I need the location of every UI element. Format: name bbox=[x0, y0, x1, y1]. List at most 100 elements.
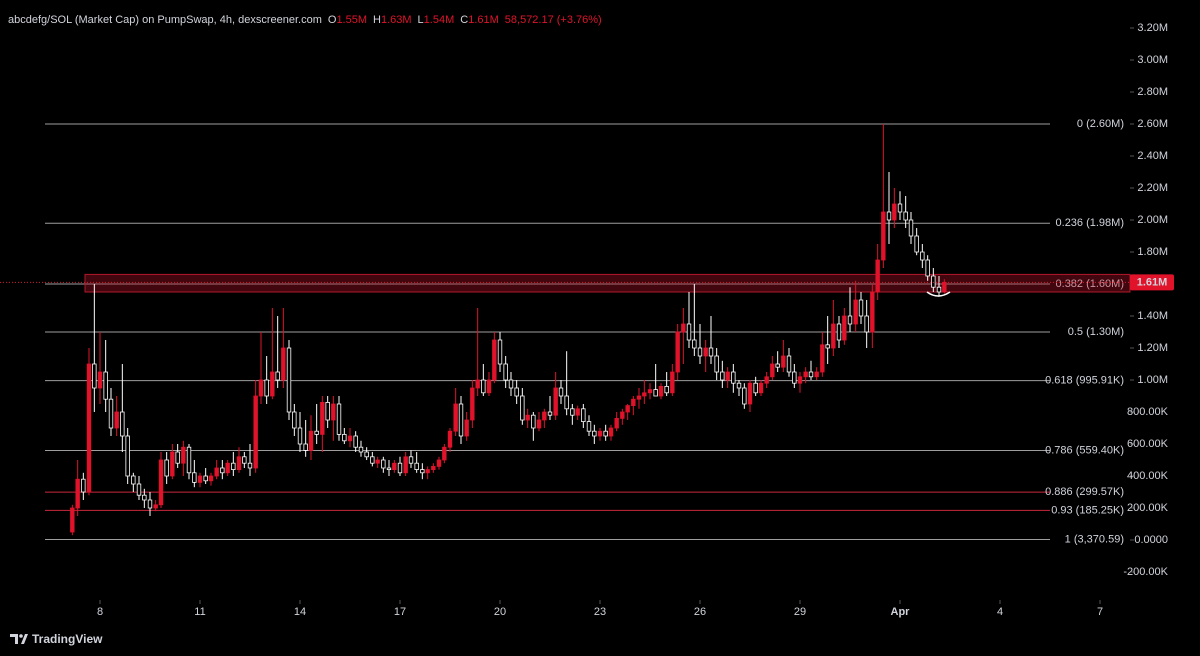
candle-body bbox=[586, 421, 592, 432]
candle-body bbox=[614, 417, 619, 429]
candle-body bbox=[631, 398, 636, 407]
candle-body bbox=[375, 459, 380, 464]
candle-body bbox=[320, 401, 325, 435]
candle-body bbox=[81, 478, 86, 493]
candle-body bbox=[842, 315, 847, 341]
candle-body bbox=[181, 446, 186, 464]
candle-body bbox=[75, 478, 80, 509]
candle-body bbox=[308, 430, 314, 451]
candle-body bbox=[97, 371, 103, 389]
candle-body bbox=[208, 475, 214, 482]
candle-body bbox=[258, 379, 264, 397]
candle-body bbox=[225, 462, 230, 474]
y-tick-label: -200.00K bbox=[1123, 566, 1168, 578]
candle-body bbox=[420, 469, 425, 474]
candle-body bbox=[136, 483, 142, 496]
candle-body bbox=[758, 382, 764, 394]
candle-body bbox=[875, 259, 880, 293]
branding: TradingView bbox=[32, 632, 103, 646]
ohlc-value: 1.55M bbox=[336, 14, 367, 26]
y-tick-label: 800.00K bbox=[1127, 406, 1169, 418]
x-tick-label: 17 bbox=[394, 606, 406, 618]
candle-body bbox=[447, 430, 453, 448]
x-tick-label: 29 bbox=[794, 606, 806, 618]
y-tick-label: 400.00K bbox=[1127, 470, 1169, 482]
ohlc-value: 1.54M bbox=[424, 14, 455, 26]
y-tick-label: 2.40M bbox=[1137, 150, 1168, 162]
candle-body bbox=[653, 389, 658, 397]
candle-body bbox=[331, 403, 336, 421]
tradingview-logo: TradingView bbox=[10, 632, 103, 646]
chart-header: abcdefg/SOL (Market Cap) on PumpSwap, 4h… bbox=[8, 14, 602, 26]
candle-body bbox=[703, 347, 708, 357]
candle-body bbox=[664, 385, 669, 394]
y-tick-label: 2.00M bbox=[1137, 214, 1168, 226]
ohlc-value: 1.63M bbox=[381, 14, 412, 26]
candle-body bbox=[147, 499, 153, 509]
candle-body bbox=[870, 291, 875, 333]
candle-body bbox=[514, 387, 519, 397]
candle-body bbox=[575, 408, 580, 416]
candle-body bbox=[820, 344, 825, 373]
candle-body bbox=[714, 355, 719, 373]
candle-body bbox=[681, 323, 686, 333]
candle-body bbox=[542, 411, 547, 421]
fib-label: 0.618 (995.91K) bbox=[1045, 375, 1124, 387]
candle-body bbox=[642, 392, 647, 397]
candle-body bbox=[203, 475, 208, 482]
candle-body bbox=[753, 382, 758, 394]
candle-body bbox=[414, 462, 419, 471]
candle-body bbox=[264, 379, 269, 397]
candle-body bbox=[897, 203, 903, 213]
candle-body bbox=[342, 433, 347, 442]
candle-body bbox=[153, 504, 158, 509]
candle-body bbox=[553, 387, 558, 416]
y-tick-label: 600.00K bbox=[1127, 438, 1169, 450]
fib-label: 0.93 (185.25K) bbox=[1051, 504, 1124, 516]
candle-body bbox=[920, 251, 925, 261]
candle-body bbox=[397, 462, 403, 474]
x-tick-label: 14 bbox=[294, 606, 306, 618]
candle-body bbox=[325, 401, 330, 421]
ohlc-key: H bbox=[373, 14, 381, 26]
candle-body bbox=[781, 355, 786, 368]
candle-body bbox=[597, 430, 603, 437]
candle-body bbox=[175, 451, 180, 464]
fib-label: 0.786 (559.40K) bbox=[1045, 444, 1124, 456]
candle-body bbox=[436, 459, 442, 467]
candle-body bbox=[170, 451, 175, 477]
y-tick-label: 3.20M bbox=[1137, 22, 1168, 34]
x-tick-label: 8 bbox=[97, 606, 103, 618]
candle-body bbox=[520, 395, 525, 421]
candle-body bbox=[425, 469, 430, 474]
chart-title: abcdefg/SOL (Market Cap) on PumpSwap, 4h… bbox=[8, 14, 322, 26]
candle-body bbox=[925, 259, 930, 277]
candle-body bbox=[647, 389, 653, 394]
candle-body bbox=[231, 462, 236, 471]
candle-body bbox=[470, 387, 475, 421]
candle-body bbox=[125, 435, 130, 477]
x-tick-label: 11 bbox=[194, 606, 205, 618]
candle-body bbox=[220, 467, 225, 474]
candle-body bbox=[531, 414, 536, 429]
ohlc-key: L bbox=[418, 14, 424, 26]
candle-body bbox=[453, 403, 458, 432]
candle-body bbox=[475, 379, 480, 389]
candle-body bbox=[747, 382, 753, 405]
candle-body bbox=[792, 371, 797, 384]
last-price-badge bbox=[1130, 274, 1174, 291]
fib-label: 0.382 (1.60M) bbox=[1056, 278, 1124, 290]
y-tick-label: 0.0000 bbox=[1134, 534, 1168, 546]
fib-label: 1 (3,370.59) bbox=[1065, 533, 1124, 545]
candle-body bbox=[286, 347, 292, 413]
fib-label: 0.886 (299.57K) bbox=[1045, 486, 1124, 498]
candle-body bbox=[158, 459, 164, 506]
candle-body bbox=[403, 456, 408, 474]
candle-body bbox=[931, 275, 936, 288]
candle-body bbox=[70, 507, 75, 533]
candle-body bbox=[581, 408, 586, 422]
candle-body bbox=[336, 403, 342, 435]
candle-body bbox=[775, 363, 780, 368]
candle-body bbox=[492, 339, 497, 381]
candle-body bbox=[242, 456, 247, 464]
